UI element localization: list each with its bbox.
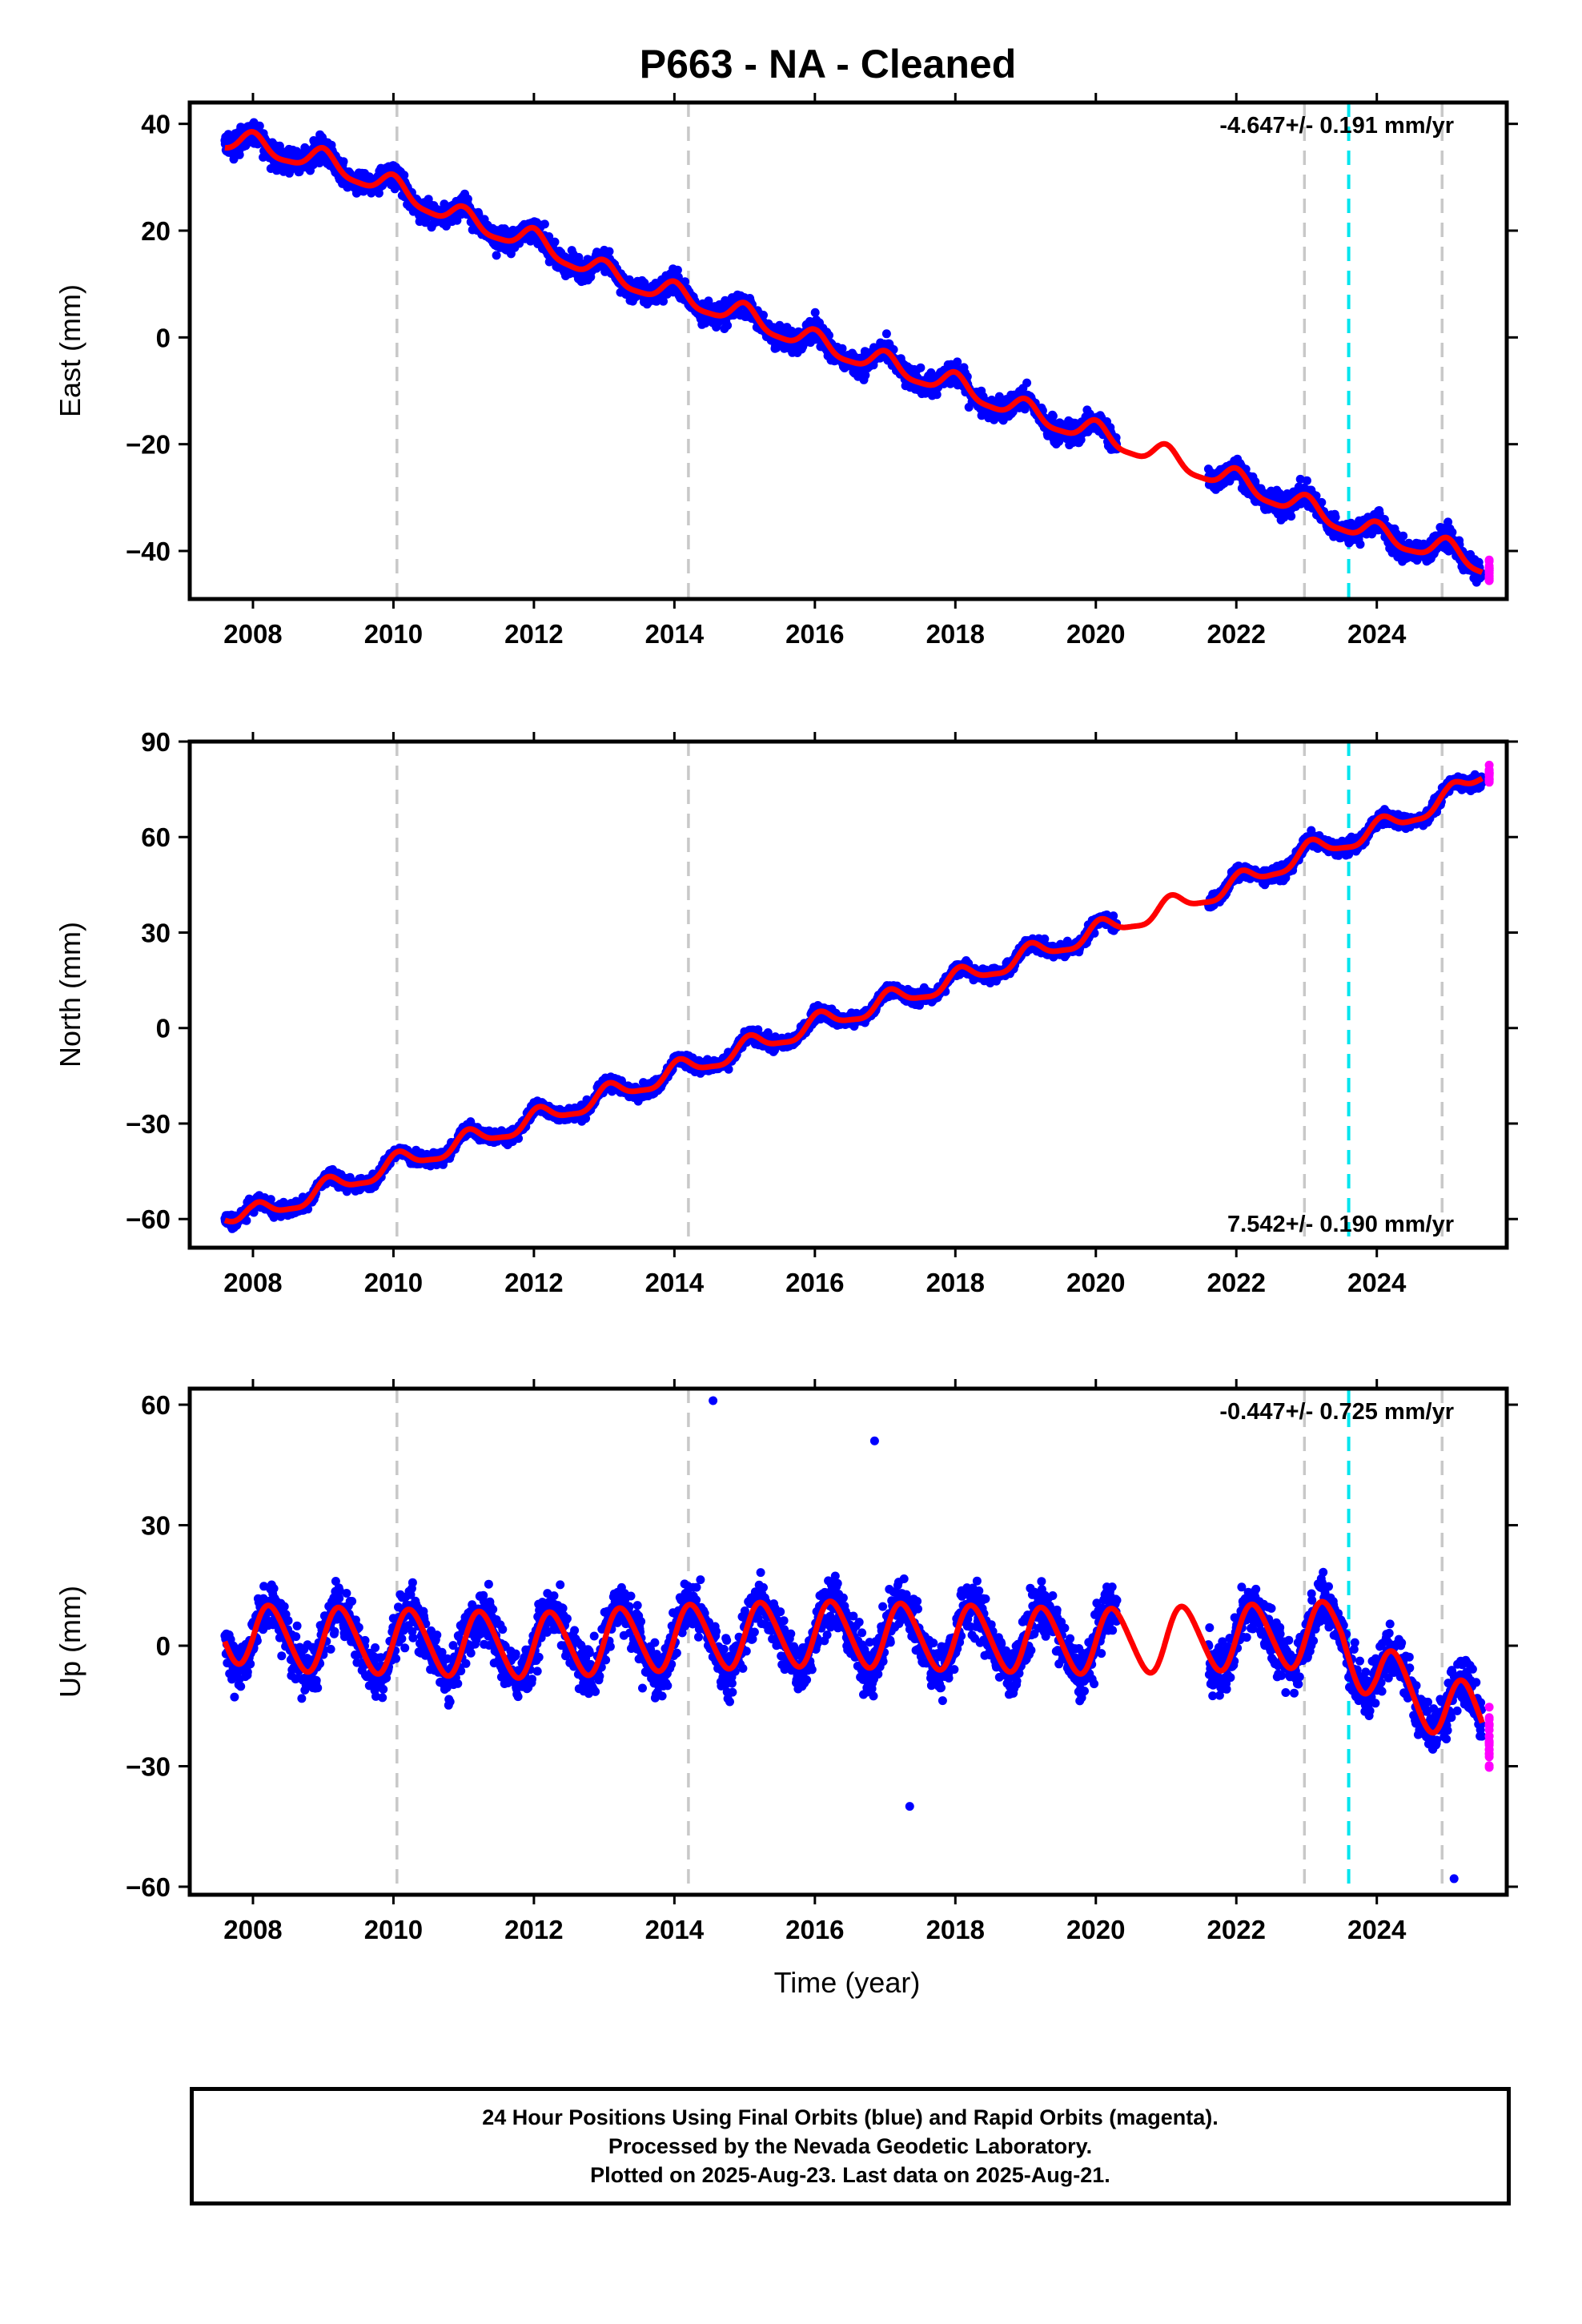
y-tick-label: −20 (126, 430, 171, 460)
data-point (916, 363, 926, 372)
x-tick-label: 2022 (1207, 619, 1266, 649)
north-panel: 2008 2010 2012 2014 2016 2018 2020 2022 2024−60−… (54, 727, 1518, 1297)
data-point (1048, 412, 1058, 420)
y-tick-label: 20 (141, 216, 171, 246)
x-tick-label: 2010 (364, 619, 423, 649)
rapid-point (1484, 565, 1494, 575)
final-orbit-series (220, 118, 1487, 587)
x-tick-label: 2012 (504, 619, 563, 649)
x-tick-label: 2024 (1347, 619, 1407, 649)
data-point (881, 329, 891, 339)
data-point (255, 121, 264, 131)
data-point (544, 232, 554, 241)
data-point (681, 277, 690, 287)
data-point (659, 296, 668, 306)
data-point (724, 1064, 733, 1074)
data-point (400, 171, 409, 180)
data-point (540, 219, 549, 229)
data-point (723, 320, 733, 330)
east-rate-label: -4.647+/- 0.191 mm/yr (1219, 113, 1454, 139)
east-axis-label: East (mm) (54, 284, 86, 417)
data-point (1355, 540, 1365, 549)
data-point (550, 237, 560, 247)
y-tick-label: −40 (126, 537, 171, 566)
y-tick-label: 40 (141, 110, 171, 139)
data-point (673, 265, 682, 275)
x-tick-label: 2014 (645, 619, 705, 649)
x-tick-label: 2020 (1066, 619, 1125, 649)
data-point (604, 247, 614, 256)
rapid-point (1484, 576, 1494, 585)
data-point (861, 371, 870, 380)
east-plot-area (220, 103, 1494, 599)
data-point (463, 195, 472, 203)
data-point (1287, 512, 1296, 521)
data-point (1399, 531, 1408, 541)
x-tick-label: 2018 (926, 619, 985, 649)
data-point (1447, 528, 1457, 537)
rapid-point (1484, 557, 1494, 566)
data-point (810, 308, 820, 317)
data-point (759, 311, 768, 320)
y-tick-label: 0 (156, 323, 171, 352)
east-panel: 2008 2010 2012 2014 2016 2018 2020 2022 2024 −40 −… (54, 93, 1518, 649)
data-point (223, 130, 233, 139)
data-point (704, 296, 713, 306)
chart-title: P663 - NA - Cleaned (640, 42, 1017, 86)
data-point (837, 344, 847, 353)
data-point (235, 150, 244, 159)
data-point (825, 331, 833, 340)
data-point (339, 157, 348, 167)
data-point (932, 390, 942, 400)
data-point (1022, 378, 1032, 388)
data-point (1302, 476, 1311, 485)
x-tick-label: 2008 (223, 619, 282, 649)
data-point (1331, 513, 1340, 522)
data-point (315, 159, 324, 167)
final-orbit-series (220, 770, 1487, 1233)
x-tick-label: 2016 (785, 619, 844, 649)
north-plot-area (220, 742, 1494, 1248)
rapid-orbit-series (1484, 555, 1494, 585)
data-point (492, 251, 501, 260)
